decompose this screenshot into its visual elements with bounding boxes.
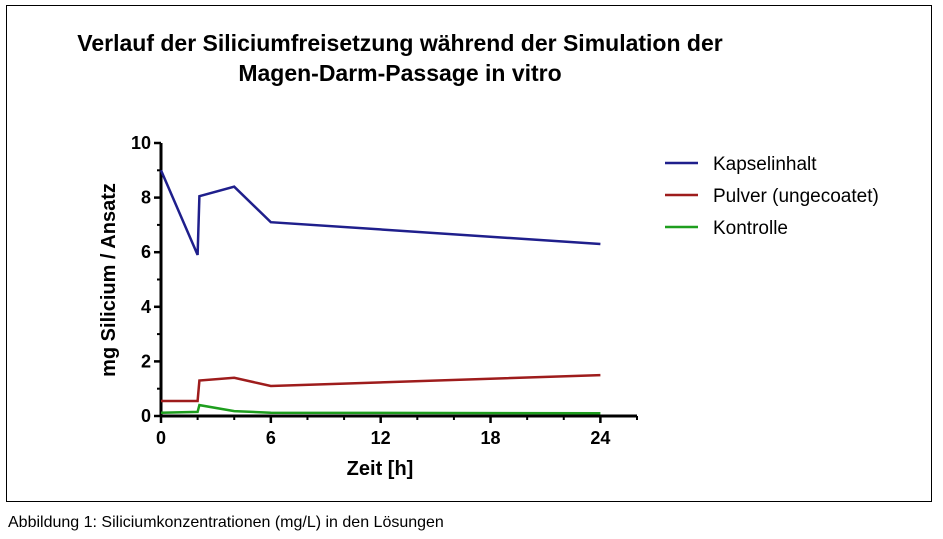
x-tick-label: 18 <box>481 428 501 448</box>
x-axis-label: Zeit [h] <box>347 458 414 480</box>
x-tick-label: 0 <box>156 428 166 448</box>
legend-label-1: Kapselinhalt <box>713 154 817 175</box>
y-axis-label: mg Silicium / Ansatz <box>98 183 120 377</box>
y-tick-label: 2 <box>141 351 151 371</box>
legend: Kapselinhalt Pulver (ungecoatet) Kontrolle <box>665 154 879 239</box>
y-tick-label: 6 <box>141 242 151 262</box>
legend-label-3: Kontrolle <box>713 218 788 239</box>
figure-caption: Abbildung 1: Siliciumkonzentrationen (mg… <box>8 514 444 531</box>
y-tick-label: 8 <box>141 188 151 208</box>
x-tick-label: 12 <box>371 428 391 448</box>
series-line-2 <box>161 373 601 403</box>
chart-title-line-1: Verlauf der Siliciumfreisetzung während … <box>77 30 722 56</box>
series-line-1 <box>159 169 601 256</box>
chart-title-line-2: Magen-Darm-Passage in vitro <box>238 60 561 86</box>
x-tick-label: 24 <box>590 428 610 448</box>
series-line-3 <box>160 403 601 415</box>
series-layer <box>159 169 601 415</box>
y-tick-label: 10 <box>131 133 151 153</box>
chart-frame <box>6 5 932 502</box>
x-tick-label: 6 <box>266 428 276 448</box>
y-tick-label: 0 <box>141 406 151 426</box>
y-tick-label: 4 <box>141 297 151 317</box>
legend-label-2: Pulver (ungecoatet) <box>713 186 879 207</box>
